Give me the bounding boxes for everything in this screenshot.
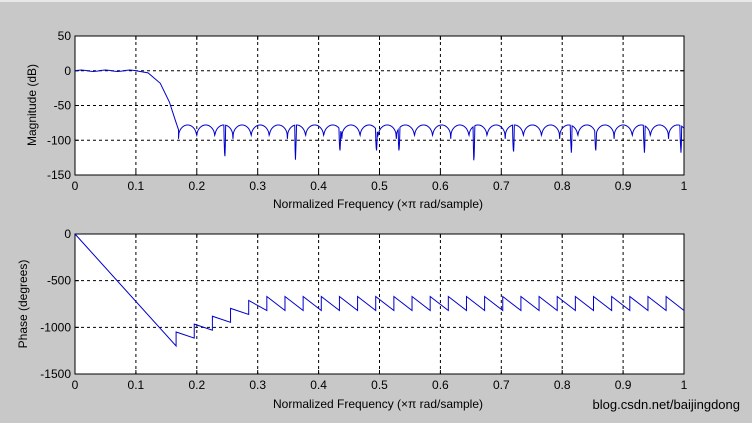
magnitude-x-tick-label: 0.3	[249, 179, 266, 193]
phase-series	[74, 233, 685, 348]
phase-x-tick-label: 1	[681, 378, 688, 392]
magnitude-y-tick-label: -100	[47, 133, 71, 147]
phase-y-tick-label: -1000	[40, 320, 71, 334]
magnitude-x-tick-label: 0.9	[615, 179, 632, 193]
magnitude-x-tick-label: 0.6	[432, 179, 449, 193]
magnitude-ticks: 0 0.1 0.2 0.3 0.4 0.5 0.6 0.7 0.8 0.9 1 50 0 -50 -100 -…	[47, 29, 688, 193]
magnitude-grid	[75, 36, 684, 175]
magnitude-x-label: Normalized Frequency (×π rad/sample)	[273, 197, 483, 211]
magnitude-x-tick-label: 0.5	[371, 179, 388, 193]
phase-x-tick-label: 0.2	[188, 378, 205, 392]
magnitude-x-tick-label: 0.2	[188, 179, 205, 193]
phase-y-tick-label: -500	[47, 274, 71, 288]
magnitude-x-tick-label: 0.1	[128, 179, 145, 193]
phase-y-label: Phase (degrees)	[16, 260, 30, 349]
phase-series-line	[74, 233, 685, 348]
phase-x-tick-label: 0.8	[554, 378, 571, 392]
magnitude-x-tick-label: 0.4	[310, 179, 327, 193]
magnitude-x-tick-label: 1	[681, 179, 688, 193]
phase-x-tick-label: 0.3	[249, 378, 266, 392]
top-edge-line	[0, 0, 752, 2]
phase-x-label: Normalized Frequency (×π rad/sample)	[273, 397, 483, 411]
magnitude-y-tick-label: 50	[58, 29, 72, 43]
watermark: blog.csdn.net/baijingdong	[593, 397, 740, 412]
magnitude-x-tick-label: 0	[72, 179, 79, 193]
phase-x-tick-label: 0.5	[371, 378, 388, 392]
phase-x-tick-label: 0.1	[128, 378, 145, 392]
magnitude-x-tick-label: 0.8	[554, 179, 571, 193]
phase-ticks: 0 0.1 0.2 0.3 0.4 0.5 0.6 0.7 0.8 0.9 1 0 -500 -1000 -…	[40, 227, 687, 392]
phase-plot: 0 0.1 0.2 0.3 0.4 0.5 0.6 0.7 0.8 0.9 1 0 -500 -1000 -…	[16, 227, 688, 411]
phase-x-tick-label: 0.7	[493, 378, 510, 392]
phase-y-tick-label: -1500	[40, 367, 71, 381]
magnitude-series	[74, 69, 685, 161]
magnitude-plot: 0 0.1 0.2 0.3 0.4 0.5 0.6 0.7 0.8 0.9 1 50 0 -50 -100 -…	[25, 29, 688, 211]
phase-x-tick-label: 0.4	[310, 378, 327, 392]
phase-x-tick-label: 0.6	[432, 378, 449, 392]
phase-x-tick-label: 0.9	[615, 378, 632, 392]
phase-y-tick-label: 0	[64, 227, 71, 241]
magnitude-y-tick-label: 0	[64, 64, 71, 78]
magnitude-y-label: Magnitude (dB)	[25, 64, 39, 146]
magnitude-y-tick-label: -50	[54, 99, 72, 113]
phase-x-tick-label: 0	[72, 378, 79, 392]
magnitude-series-line	[74, 69, 685, 161]
phase-grid	[75, 234, 684, 374]
magnitude-x-tick-label: 0.7	[493, 179, 510, 193]
magnitude-y-tick-label: -150	[47, 168, 71, 182]
